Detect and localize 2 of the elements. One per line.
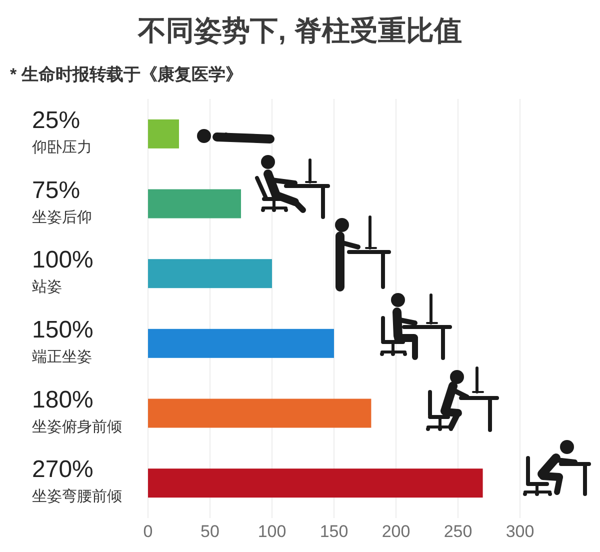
title: 不同姿势下, 脊柱受重比值 bbox=[138, 15, 462, 46]
subtitle: * 生命时报转载于《康复医学》 bbox=[10, 65, 242, 84]
